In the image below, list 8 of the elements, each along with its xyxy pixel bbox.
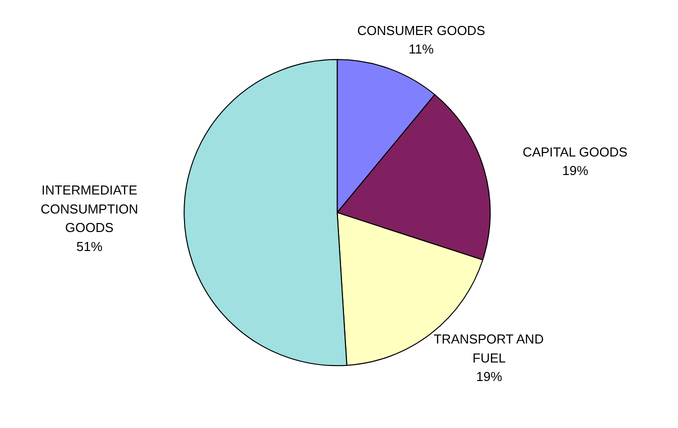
slice-label: INTERMEDIATE CONSUMPTION GOODS — [40, 182, 138, 236]
slice-label: CAPITAL GOODS — [522, 144, 628, 160]
slice-label: TRANSPORT AND FUEL — [434, 332, 544, 366]
data-label: 19% — [476, 369, 503, 384]
slice-label: CONSUMER GOODS — [357, 22, 486, 38]
data-label: 11% — [408, 42, 434, 57]
data-label: 51% — [76, 238, 103, 254]
data-label: 19% — [562, 163, 589, 178]
